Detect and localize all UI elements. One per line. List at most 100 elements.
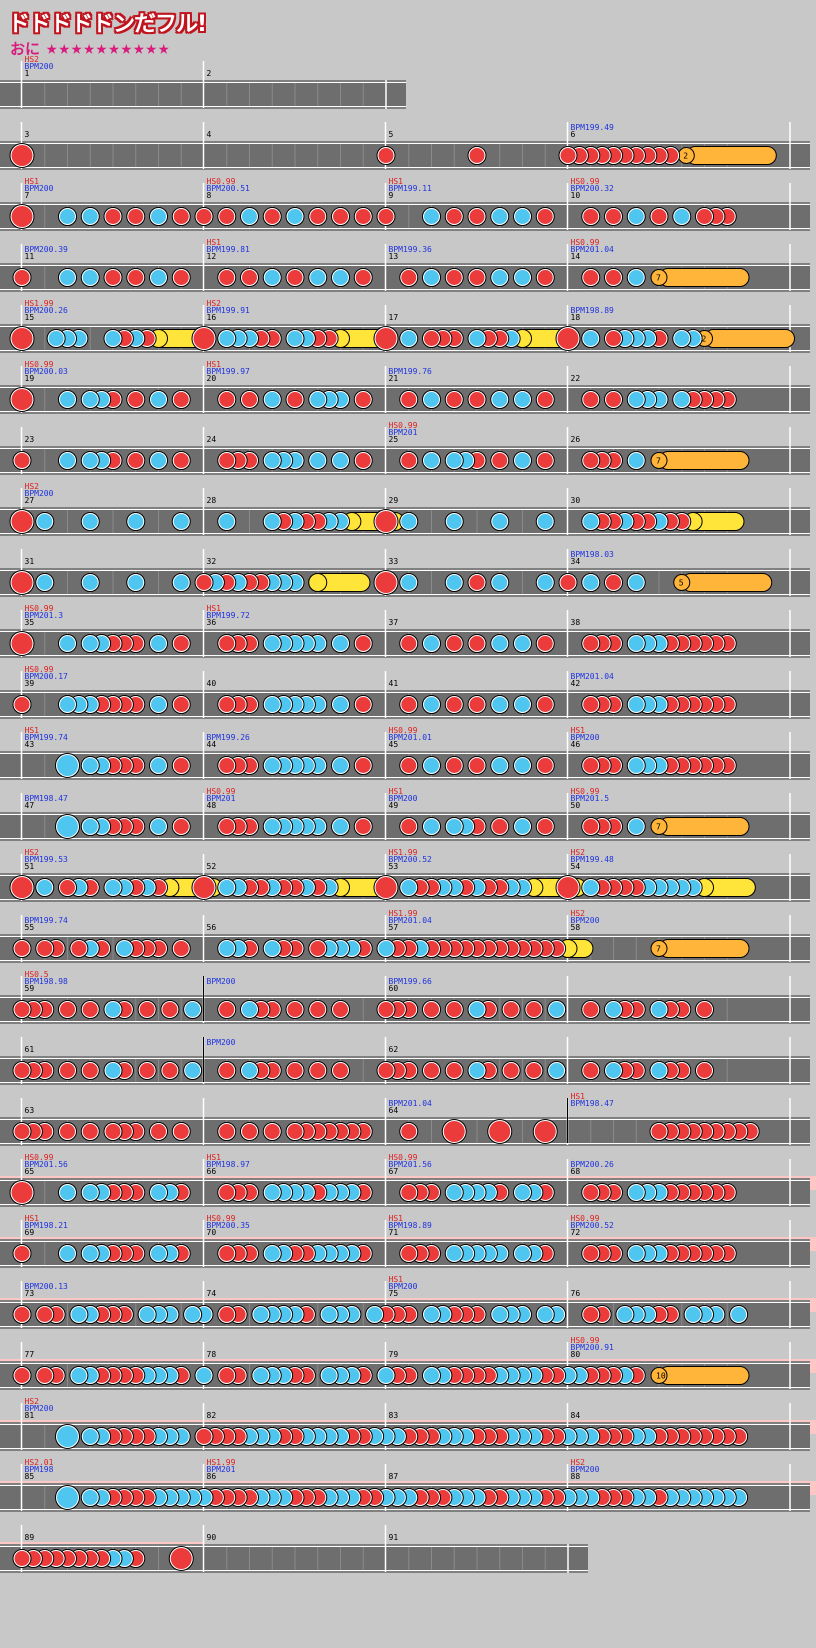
score-row — [0, 427, 810, 475]
measure-number: 28 — [207, 496, 217, 505]
measure-number: 56 — [207, 923, 217, 932]
note-fill — [151, 697, 166, 712]
balloon-count: 2 — [683, 152, 688, 161]
note-fill — [310, 1063, 326, 1078]
hs-label: HS1 — [389, 1275, 404, 1284]
note-fill — [57, 1426, 78, 1447]
balloon-count: 10 — [656, 1372, 666, 1381]
note-fill — [162, 1002, 178, 1017]
note-fill — [128, 392, 144, 407]
note-fill — [185, 1063, 201, 1078]
bpm-label: BPM199.26 — [207, 733, 251, 742]
note-fill — [242, 392, 257, 407]
note-fill — [333, 1002, 348, 1017]
note-fill — [583, 331, 599, 346]
note-fill — [697, 1002, 712, 1017]
bpm-label: BPM200 — [571, 733, 600, 742]
measure-number: 85 — [25, 1472, 35, 1481]
note-fill — [219, 209, 235, 224]
note-fill — [469, 270, 485, 285]
note-fill — [37, 1368, 53, 1383]
note-fill — [105, 1063, 121, 1078]
note-fill — [287, 209, 303, 224]
note-fill — [264, 392, 280, 407]
note-fill — [401, 270, 417, 285]
hs-label: HS1 — [207, 604, 222, 613]
note-fill — [219, 270, 235, 285]
hs-label: HS0.99 — [571, 177, 600, 186]
note-fill — [333, 819, 348, 834]
note-fill — [14, 1246, 30, 1261]
score-row — [0, 1464, 816, 1512]
note-fill — [11, 572, 33, 593]
hs-label: HS1 — [389, 177, 404, 186]
note-fill — [173, 209, 189, 224]
score-row — [0, 915, 810, 963]
note-fill — [14, 1002, 30, 1017]
note-fill — [14, 453, 30, 468]
note-fill — [333, 1063, 348, 1078]
note-fill — [424, 392, 439, 407]
note-fill — [193, 328, 215, 349]
hs-label: HS0.99 — [207, 177, 236, 186]
bpm-label: BPM200 — [207, 977, 236, 986]
bpm-label: BPM201.01 — [389, 733, 433, 742]
score-row — [0, 610, 810, 658]
hs-label: HS1 — [25, 726, 40, 735]
note-fill — [503, 1063, 519, 1078]
score-row — [0, 183, 810, 231]
balloon-count: 7 — [656, 457, 661, 466]
measure-number: 72 — [571, 1228, 581, 1237]
bpm-label: BPM200 — [389, 794, 418, 803]
note-fill — [469, 392, 485, 407]
balloon-note — [650, 940, 668, 957]
note-fill — [11, 511, 33, 532]
note-fill — [446, 758, 462, 773]
note-fill — [424, 697, 439, 712]
note-fill — [173, 636, 189, 651]
note-fill — [105, 270, 121, 285]
bpm-label: BPM200.03 — [25, 367, 69, 376]
note-fill — [242, 1124, 257, 1139]
score-row — [0, 1281, 816, 1329]
note-fill — [469, 636, 485, 651]
score-row — [0, 1159, 816, 1207]
note-fill — [469, 697, 485, 712]
bpm-label: BPM198.47 — [25, 794, 69, 803]
note-fill — [139, 1002, 155, 1017]
measure-number: 20 — [207, 374, 217, 383]
note-fill — [151, 636, 166, 651]
note-fill — [583, 880, 599, 895]
hs-label: HS0.99 — [389, 726, 418, 735]
note-fill — [82, 575, 98, 590]
note-fill — [424, 819, 439, 834]
note-fill — [446, 697, 462, 712]
note-fill — [48, 331, 64, 346]
measure-number: 31 — [25, 557, 35, 566]
note-fill — [628, 1246, 644, 1261]
note-fill — [37, 575, 53, 590]
note-fill — [264, 819, 280, 834]
note-fill — [219, 514, 235, 529]
note-fill — [14, 1551, 30, 1566]
measure-number: 22 — [571, 374, 581, 383]
hs-label: HS1 — [25, 1214, 40, 1223]
measure-number: 87 — [389, 1472, 399, 1481]
measure-number: 73 — [25, 1289, 35, 1298]
note-fill — [219, 1124, 235, 1139]
bpm-label: BPM200 — [571, 1465, 600, 1474]
score-row — [0, 1037, 810, 1085]
note-fill — [443, 1121, 465, 1142]
note-fill — [674, 209, 690, 224]
bpm-label: BPM200.32 — [571, 184, 615, 193]
measure-number: 81 — [25, 1411, 35, 1420]
bpm-label: BPM201.04 — [571, 245, 615, 254]
bpm-label: BPM201 — [207, 1465, 236, 1474]
note-fill — [515, 270, 530, 285]
hs-label: HS1 — [207, 238, 222, 247]
note-fill — [173, 575, 189, 590]
note-fill — [424, 270, 439, 285]
note-fill — [60, 270, 75, 285]
measure-number: 18 — [571, 313, 581, 322]
note-fill — [469, 758, 485, 773]
